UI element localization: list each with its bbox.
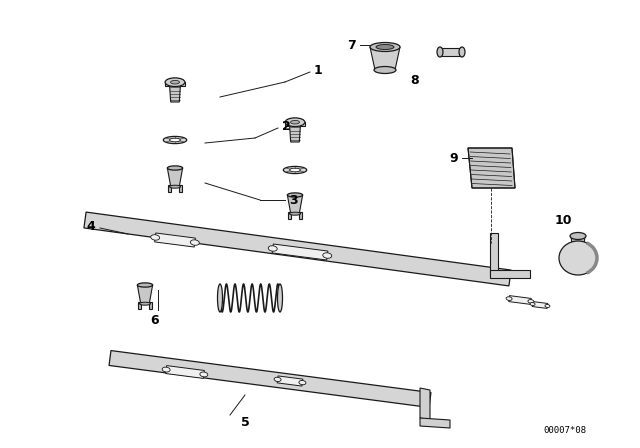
- Polygon shape: [155, 233, 195, 247]
- Ellipse shape: [299, 380, 306, 385]
- Ellipse shape: [268, 246, 277, 251]
- Text: 7: 7: [348, 39, 356, 52]
- Polygon shape: [167, 168, 182, 187]
- Text: 1: 1: [314, 64, 323, 77]
- Ellipse shape: [437, 47, 443, 57]
- Polygon shape: [300, 212, 302, 219]
- Polygon shape: [170, 86, 180, 102]
- Ellipse shape: [291, 121, 300, 124]
- Ellipse shape: [285, 118, 305, 126]
- Polygon shape: [571, 236, 585, 253]
- Polygon shape: [165, 82, 185, 86]
- Polygon shape: [420, 418, 450, 428]
- Polygon shape: [138, 302, 141, 309]
- Ellipse shape: [459, 47, 465, 57]
- Polygon shape: [287, 195, 303, 214]
- Ellipse shape: [150, 235, 159, 240]
- Polygon shape: [168, 185, 171, 192]
- Ellipse shape: [376, 44, 394, 49]
- Ellipse shape: [290, 168, 300, 172]
- Text: 2: 2: [282, 120, 291, 133]
- Text: 4: 4: [86, 220, 95, 233]
- Text: 8: 8: [411, 73, 419, 86]
- Text: 6: 6: [150, 314, 159, 327]
- Polygon shape: [370, 47, 400, 70]
- Polygon shape: [288, 212, 291, 219]
- Ellipse shape: [287, 193, 303, 197]
- Ellipse shape: [167, 166, 182, 170]
- Polygon shape: [84, 212, 511, 286]
- Polygon shape: [420, 388, 430, 420]
- Ellipse shape: [170, 80, 179, 84]
- Ellipse shape: [284, 166, 307, 174]
- Ellipse shape: [138, 283, 153, 287]
- Ellipse shape: [278, 284, 282, 312]
- Polygon shape: [285, 122, 305, 126]
- Ellipse shape: [170, 138, 180, 142]
- Polygon shape: [290, 126, 300, 142]
- Ellipse shape: [374, 66, 396, 73]
- Ellipse shape: [289, 212, 301, 215]
- Ellipse shape: [190, 240, 199, 246]
- Polygon shape: [149, 302, 152, 309]
- Ellipse shape: [218, 284, 223, 312]
- Polygon shape: [490, 233, 498, 276]
- Ellipse shape: [140, 302, 150, 305]
- Polygon shape: [272, 244, 328, 260]
- Ellipse shape: [274, 377, 281, 382]
- Polygon shape: [277, 376, 303, 386]
- Ellipse shape: [545, 305, 550, 307]
- Polygon shape: [468, 148, 515, 188]
- Ellipse shape: [570, 233, 586, 240]
- Ellipse shape: [162, 367, 170, 372]
- Polygon shape: [440, 48, 462, 56]
- Polygon shape: [509, 296, 531, 304]
- Polygon shape: [109, 351, 431, 407]
- Ellipse shape: [559, 241, 597, 275]
- Ellipse shape: [163, 136, 187, 144]
- Ellipse shape: [323, 253, 332, 258]
- Ellipse shape: [200, 372, 208, 377]
- Polygon shape: [166, 366, 204, 379]
- Text: 3: 3: [289, 194, 298, 207]
- Polygon shape: [532, 302, 548, 308]
- Ellipse shape: [530, 302, 535, 306]
- Ellipse shape: [170, 185, 180, 188]
- Ellipse shape: [370, 43, 400, 52]
- Polygon shape: [490, 270, 530, 278]
- Polygon shape: [179, 185, 182, 192]
- Text: 9: 9: [450, 151, 458, 164]
- Text: 00007*08: 00007*08: [543, 426, 586, 435]
- Text: 10: 10: [554, 214, 572, 227]
- Text: 5: 5: [241, 415, 250, 428]
- Ellipse shape: [506, 297, 512, 301]
- Ellipse shape: [528, 300, 534, 303]
- Ellipse shape: [165, 78, 185, 86]
- Polygon shape: [138, 285, 153, 304]
